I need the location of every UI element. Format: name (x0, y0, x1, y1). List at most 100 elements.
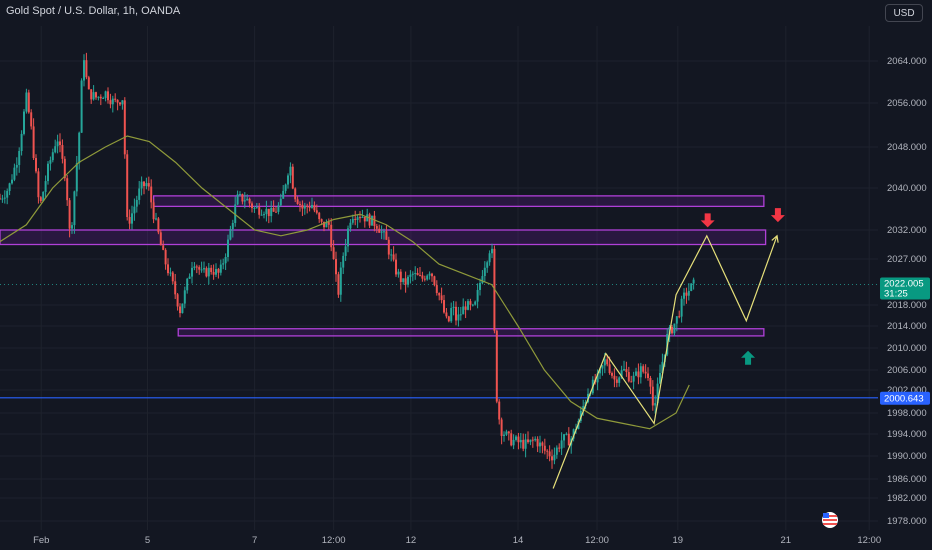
candle-body (198, 267, 201, 270)
candle-body (87, 77, 90, 90)
candle-body (423, 278, 426, 280)
candle-body (452, 306, 455, 308)
candle-body (222, 263, 225, 265)
candle-body (308, 206, 311, 208)
candle-body (207, 267, 210, 277)
candle-body (529, 439, 532, 443)
candle-body (111, 98, 114, 105)
candle-body (200, 269, 203, 271)
price-axis[interactable]: 1978.000 1982.000 1986.000 1990.000 1994.000… (878, 0, 932, 550)
y-tick-label: 2032.000 (887, 225, 927, 236)
candle-body (558, 447, 561, 449)
candle-body (181, 303, 184, 314)
candle-body (0, 198, 1, 200)
candle-body (263, 214, 266, 216)
candle-body (467, 301, 470, 310)
candle-body (30, 112, 33, 127)
candle-body (438, 292, 441, 296)
candle-body (219, 264, 222, 273)
candle-body (188, 276, 191, 279)
candle-body (25, 92, 28, 112)
y-tick-label: 2018.000 (887, 300, 927, 311)
candle-body (443, 300, 446, 313)
time-axis[interactable]: Feb 5 7 12:00 12 14 12:00 19 21 12:00 (0, 530, 932, 550)
x-tick-label: 12:00 (322, 535, 346, 546)
chart-grid (0, 26, 878, 530)
currency-button[interactable]: USD (885, 4, 923, 22)
candle-body (491, 248, 494, 254)
candle-body (306, 205, 309, 207)
candle-body (323, 221, 326, 228)
candle-body (635, 371, 638, 376)
arrow-up-icon (741, 350, 756, 365)
candle-body (419, 275, 422, 277)
candle-body (625, 369, 628, 373)
time-axis-bg (0, 530, 932, 550)
candle-body (678, 316, 681, 318)
candle-body (27, 92, 30, 113)
y-tick-label: 2002.000 (887, 385, 927, 396)
candle-body (121, 100, 124, 105)
candle-body (426, 275, 429, 280)
candle-body (174, 281, 177, 295)
candle-body (630, 381, 633, 383)
us-flag-icon[interactable] (822, 512, 838, 528)
candle-body (183, 290, 186, 304)
candle-body (13, 167, 16, 180)
candle-body (671, 326, 674, 334)
candle-body (440, 295, 443, 301)
candle-body (205, 268, 208, 277)
candle-body (409, 274, 412, 277)
candle-body (421, 275, 424, 279)
candle-body (522, 439, 525, 449)
x-tick-label: 19 (673, 535, 684, 546)
candle-body (503, 434, 506, 436)
candle-body (291, 166, 294, 189)
candle-body (51, 152, 54, 161)
candle-body (361, 216, 364, 218)
candle-body (481, 276, 484, 283)
candle-body (459, 314, 462, 316)
candle-body (483, 267, 486, 277)
candle-body (119, 102, 122, 105)
candle-body (83, 60, 86, 81)
y-tick-label: 1990.000 (887, 451, 927, 462)
candle-body (73, 191, 76, 226)
candle-body (320, 219, 323, 222)
candle-body (469, 301, 472, 305)
candle-body (627, 372, 630, 382)
candle-body (236, 194, 239, 205)
x-tick-label: 12:00 (857, 535, 881, 546)
candle-body (92, 92, 95, 100)
candle-body (462, 306, 465, 315)
candle-body (85, 60, 88, 78)
candle-body (56, 141, 59, 147)
candle-body (505, 431, 508, 435)
candle-body (383, 231, 386, 233)
candle-body (447, 316, 450, 322)
candle-body (66, 178, 69, 201)
zone-rect-3 (177, 328, 765, 337)
candle-body (551, 456, 554, 461)
chart-title: Gold Spot / U.S. Dollar, 1h, OANDA (6, 5, 181, 17)
candle-body (371, 215, 374, 226)
candle-body (512, 439, 515, 446)
candle-body (673, 323, 676, 334)
candle-body (215, 269, 218, 275)
candle-body (649, 377, 652, 387)
candle-body (78, 132, 81, 164)
candle-body (318, 212, 321, 220)
candle-body (140, 181, 143, 189)
candle-body (431, 273, 434, 277)
candle-body (642, 366, 645, 372)
flag-stripe (823, 515, 837, 517)
candle-body (368, 214, 371, 226)
candle-body (15, 164, 18, 168)
candle-body (11, 179, 14, 184)
candle-body (272, 207, 275, 212)
candle-body (347, 228, 350, 247)
current-price-badge (880, 277, 930, 300)
candle-body (337, 274, 340, 295)
candle-body (479, 282, 482, 290)
